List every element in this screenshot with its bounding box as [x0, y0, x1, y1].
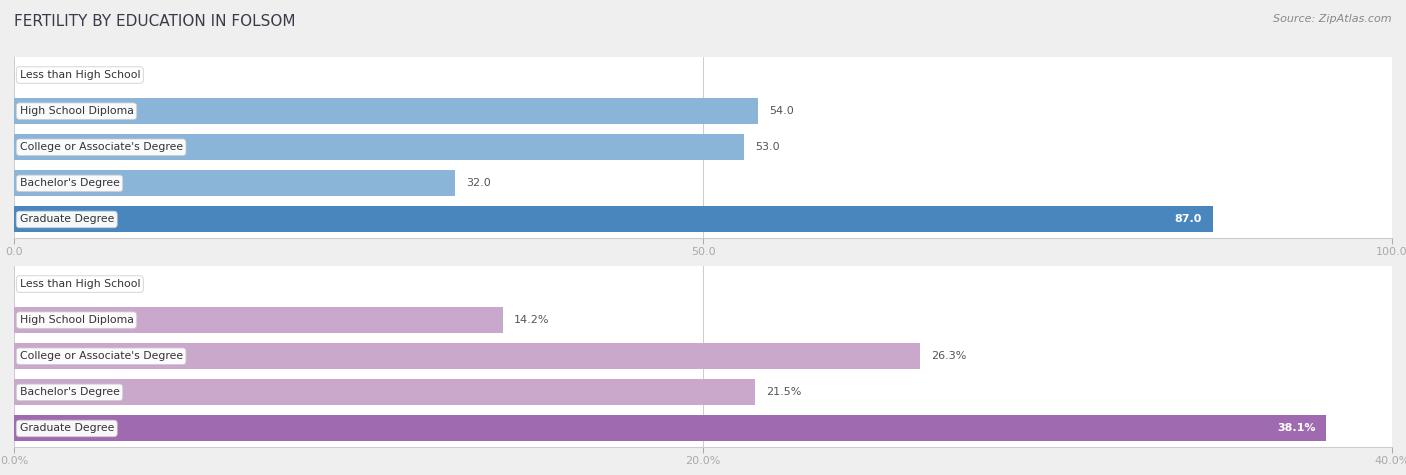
- Bar: [14, 380, 755, 405]
- FancyBboxPatch shape: [14, 374, 1392, 410]
- Text: Less than High School: Less than High School: [20, 70, 141, 80]
- Text: 0.0%: 0.0%: [25, 279, 53, 289]
- Text: FERTILITY BY EDUCATION IN FOLSOM: FERTILITY BY EDUCATION IN FOLSOM: [14, 14, 295, 29]
- Text: Graduate Degree: Graduate Degree: [20, 423, 114, 434]
- FancyBboxPatch shape: [14, 302, 1392, 338]
- Text: 32.0: 32.0: [465, 178, 491, 189]
- Text: Less than High School: Less than High School: [20, 279, 141, 289]
- Bar: [14, 171, 456, 196]
- Text: Bachelor's Degree: Bachelor's Degree: [20, 387, 120, 398]
- Bar: [14, 98, 758, 124]
- Text: 14.2%: 14.2%: [515, 315, 550, 325]
- Text: 87.0: 87.0: [1174, 214, 1202, 225]
- FancyBboxPatch shape: [14, 338, 1392, 374]
- Text: 0.0: 0.0: [25, 70, 42, 80]
- Text: 26.3%: 26.3%: [931, 351, 966, 361]
- FancyBboxPatch shape: [14, 57, 1392, 93]
- Text: Graduate Degree: Graduate Degree: [20, 214, 114, 225]
- Bar: [14, 343, 920, 369]
- Text: 54.0: 54.0: [769, 106, 794, 116]
- Text: High School Diploma: High School Diploma: [20, 106, 134, 116]
- Bar: [14, 416, 1326, 441]
- Bar: [14, 134, 744, 160]
- Text: Source: ZipAtlas.com: Source: ZipAtlas.com: [1274, 14, 1392, 24]
- Text: College or Associate's Degree: College or Associate's Degree: [20, 351, 183, 361]
- FancyBboxPatch shape: [14, 266, 1392, 302]
- Text: Bachelor's Degree: Bachelor's Degree: [20, 178, 120, 189]
- FancyBboxPatch shape: [14, 93, 1392, 129]
- FancyBboxPatch shape: [14, 165, 1392, 201]
- FancyBboxPatch shape: [14, 410, 1392, 446]
- Bar: [14, 207, 1213, 232]
- Text: High School Diploma: High School Diploma: [20, 315, 134, 325]
- Bar: [14, 307, 503, 333]
- FancyBboxPatch shape: [14, 201, 1392, 238]
- Text: College or Associate's Degree: College or Associate's Degree: [20, 142, 183, 152]
- FancyBboxPatch shape: [14, 129, 1392, 165]
- Text: 38.1%: 38.1%: [1277, 423, 1316, 434]
- Text: 21.5%: 21.5%: [766, 387, 801, 398]
- Text: 53.0: 53.0: [755, 142, 780, 152]
